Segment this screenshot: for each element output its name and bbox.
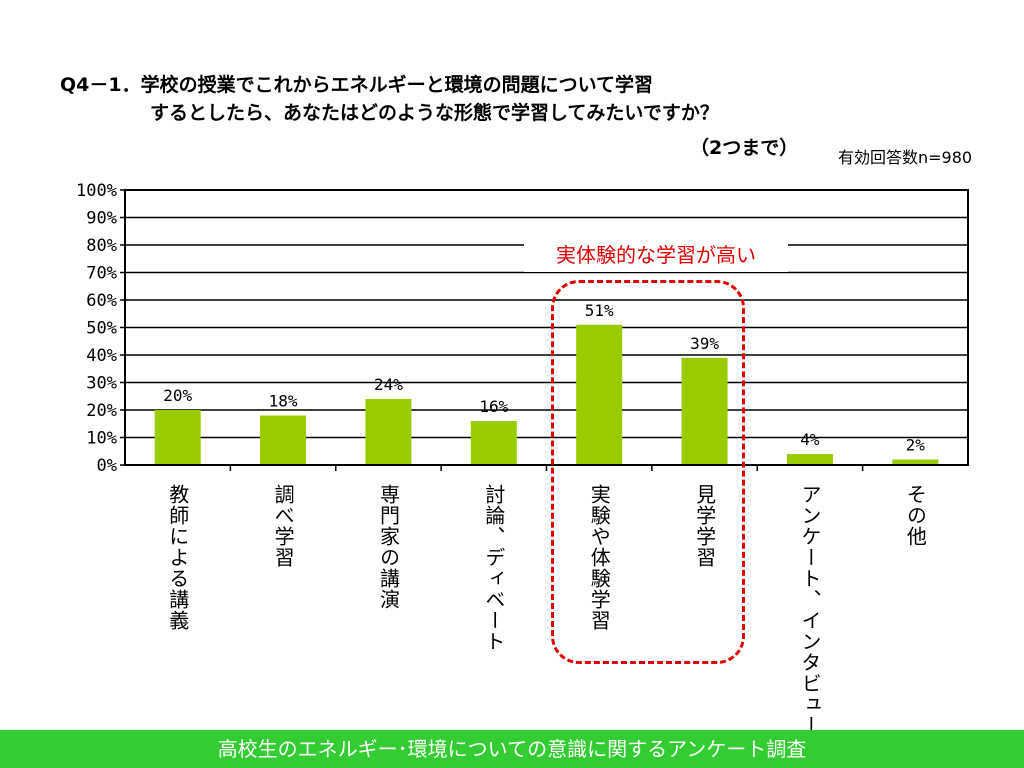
callout-label: 実体験的な学習が高い xyxy=(524,238,788,272)
chart-title-line2: するとしたら、あなたはどのような形態で学習してみたいですか？ xyxy=(150,102,719,124)
bar-value-label: 4% xyxy=(800,430,820,449)
bar-value-label: 24% xyxy=(374,375,403,394)
y-tick-label: 0% xyxy=(97,456,117,476)
y-tick-label: 50% xyxy=(86,319,117,339)
respondent-count: 有効回答数n=980 xyxy=(838,148,973,167)
x-category-label: 実験や体験学習 xyxy=(587,484,612,631)
chart-title-line1: Q4－1．学校の授業でこれからエネルギーと環境の問題について学習 xyxy=(60,74,654,96)
bar-value-label: 16% xyxy=(479,397,508,416)
bar xyxy=(892,459,939,465)
y-tick-label: 90% xyxy=(86,209,117,229)
y-tick-label: 40% xyxy=(86,346,117,366)
y-tick-label: 60% xyxy=(86,291,117,311)
bar xyxy=(576,324,623,465)
chart-title-line3: （2つまで） xyxy=(690,137,799,159)
bar-value-label: 2% xyxy=(906,436,926,455)
bar-value-label: 20% xyxy=(163,386,192,405)
x-category-label: 教師による講義 xyxy=(165,484,190,631)
x-category-label: アンケート、インタビュー xyxy=(797,484,822,736)
bar xyxy=(365,399,412,465)
x-category-label: その他 xyxy=(903,484,928,547)
y-tick-label: 70% xyxy=(86,264,117,284)
x-category-label: 見学学習 xyxy=(692,484,717,568)
bar-value-label: 51% xyxy=(585,301,614,320)
bar-value-label: 39% xyxy=(690,334,719,353)
x-category-label: 調べ学習 xyxy=(271,484,296,568)
y-tick-label: 100% xyxy=(76,181,117,201)
bar xyxy=(470,421,517,465)
bar xyxy=(786,454,833,465)
y-tick-label: 10% xyxy=(86,429,117,449)
y-tick-label: 30% xyxy=(86,374,117,394)
bar-value-label: 18% xyxy=(269,392,298,411)
footer-banner: 高校生のエネルギー･環境についての意識に関するアンケート調査 xyxy=(0,730,1024,768)
x-category-label: 専門家の講演 xyxy=(376,484,401,610)
bar xyxy=(260,415,307,465)
bar xyxy=(154,410,201,465)
y-tick-label: 20% xyxy=(86,401,117,421)
y-tick-label: 80% xyxy=(86,236,117,256)
bar xyxy=(681,357,728,465)
highlight-dashed-box xyxy=(551,280,745,664)
x-category-label: 討論、ディベート xyxy=(481,484,506,652)
